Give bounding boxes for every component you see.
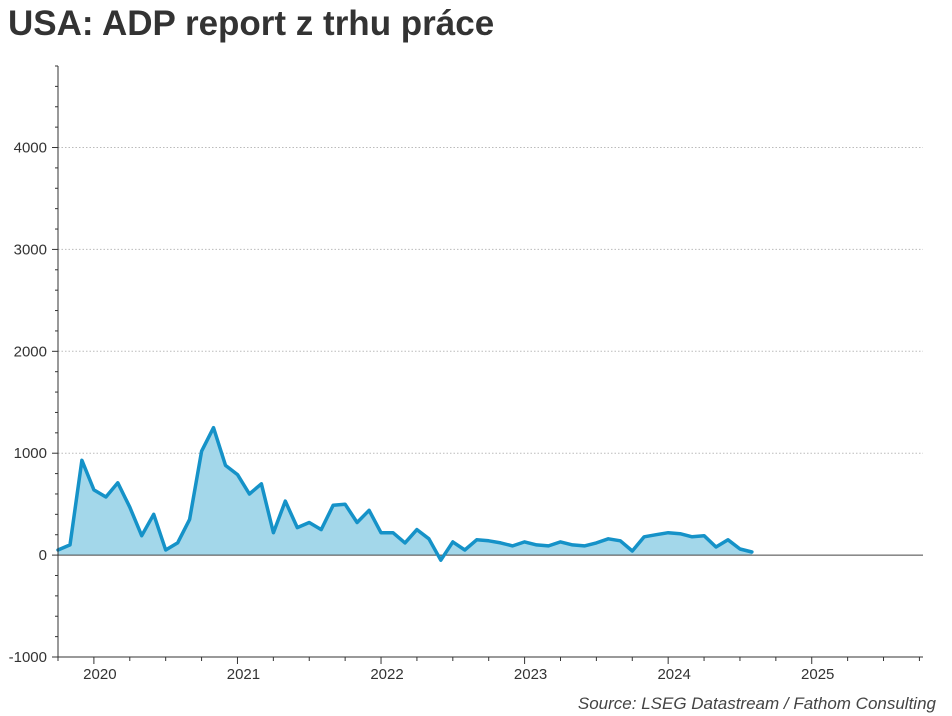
series-fill: [58, 427, 752, 561]
y-tick-label: 0: [39, 547, 47, 564]
chart-title: USA: ADP report z trhu práce: [8, 4, 495, 43]
y-tick-label: 1000: [14, 445, 47, 462]
x-tick-label: 2020: [83, 666, 116, 683]
x-tick-label: 2023: [514, 666, 547, 683]
y-tick-label: 3000: [14, 241, 47, 258]
series-area: [56, 425, 923, 562]
y-tick-label: 2000: [14, 343, 47, 360]
x-tick-label: 2024: [657, 666, 690, 683]
source-note: Source: LSEG Datastream / Fathom Consult…: [577, 694, 936, 713]
y-tick-label: 4000: [14, 140, 47, 157]
x-tick-label: 2025: [801, 666, 834, 683]
gridlines: [58, 147, 923, 454]
series-line: [56, 425, 754, 562]
x-tick-label: 2021: [227, 666, 260, 683]
y-tick-label: -1000: [9, 649, 47, 666]
x-tick-label: 2022: [370, 666, 403, 683]
axes: [52, 65, 923, 664]
tick-labels: -1000 0 1000 2000 3000 4000 2020 2021 2022 2023 20…: [9, 140, 835, 683]
